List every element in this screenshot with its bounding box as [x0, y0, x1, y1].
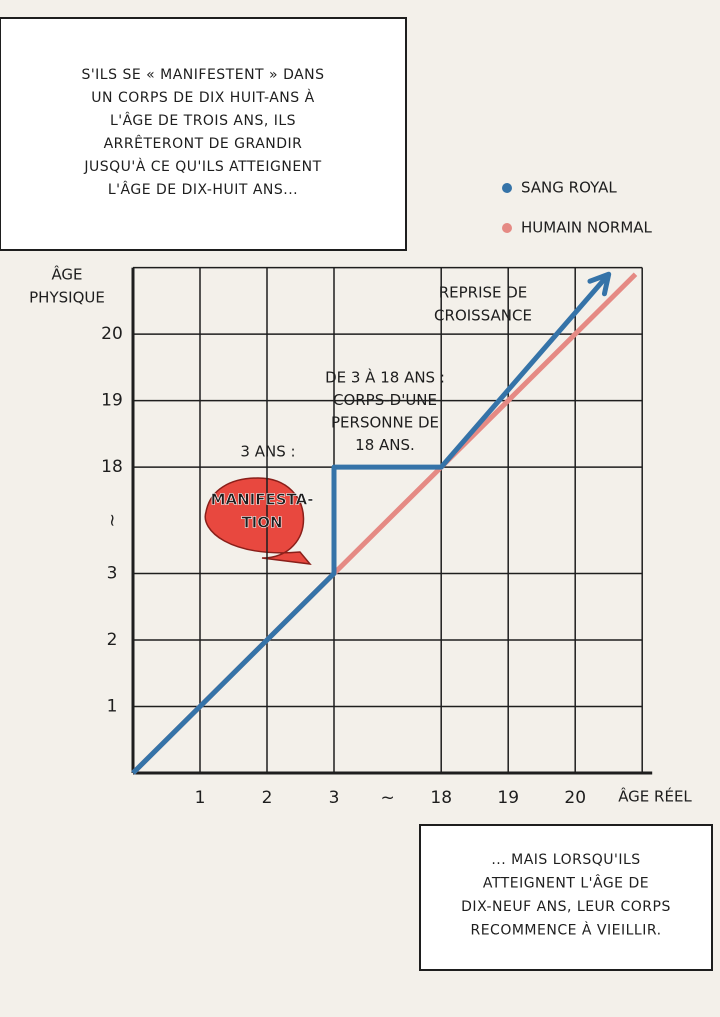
caption-line: S'ILS SE « MANIFESTENT » DANS	[81, 67, 324, 83]
annotation: 3 ANS :	[240, 443, 295, 461]
y-tick-label: 19	[101, 391, 123, 411]
caption-line: JUSQU'À CE QU'ILS ATTEIGNENT	[83, 158, 321, 175]
x-tick-label: 20	[564, 788, 586, 808]
caption-line: ATTEIGNENT L'ÂGE DE	[483, 874, 649, 892]
caption-line: ... MAIS LORSQU'ILS	[491, 852, 640, 868]
y-tick-label: 18	[101, 457, 123, 477]
y-tick-label: 1	[107, 697, 118, 717]
caption-line: ARRÊTERONT DE GRANDIR	[104, 134, 303, 152]
annotation: DE 3 À 18 ANS :	[325, 368, 445, 387]
legend-label: HUMAIN NORMAL	[521, 219, 653, 237]
y-break-label: ~	[102, 513, 122, 527]
y-tick-label: 3	[107, 564, 118, 584]
arrow-head	[587, 271, 612, 297]
caption-line: RECOMMENCE À VIEILLIR.	[470, 922, 661, 939]
annotation: REPRISE DE	[439, 284, 528, 302]
y-tick-label: 20	[101, 324, 123, 344]
x-tick-label: 18	[430, 788, 452, 808]
caption-line: L'ÂGE DE DIX-HUIT ANS...	[108, 180, 298, 198]
x-break-label: ~	[380, 788, 394, 808]
legend-marker	[502, 223, 512, 233]
x-tick-label: 19	[497, 788, 519, 808]
caption-line: DIX-NEUF ANS, LEUR CORPS	[461, 899, 671, 915]
legend-label: SANG ROYAL	[521, 179, 617, 197]
annotation: CORPS-D'UNE	[333, 391, 437, 409]
y-tick-label: 2	[107, 630, 118, 650]
caption-line: L'ÂGE DE TROIS ANS, ILS	[110, 111, 296, 129]
x-axis-label: ÂGE RÉEL	[618, 787, 692, 806]
x-tick-label: 2	[262, 788, 273, 808]
x-tick-label: 3	[329, 788, 340, 808]
speech-bubble	[204, 477, 312, 565]
annotation: 18 ANS.	[355, 436, 415, 454]
y-axis-label: PHYSIQUE	[29, 289, 105, 307]
annotation: CROISSANCE	[434, 307, 532, 325]
series-line	[131, 272, 611, 775]
annotation: PERSONNE DE	[331, 414, 439, 432]
legend-marker	[502, 183, 512, 193]
annotation: MANIFESTA-	[211, 491, 314, 509]
y-axis-label: ÂGE	[51, 265, 82, 284]
annotation: TION	[241, 514, 282, 532]
x-tick-label: 1	[195, 788, 206, 808]
caption-box-bottom	[419, 824, 713, 971]
caption-box-top	[0, 17, 407, 251]
caption-line: UN CORPS DE DIX HUIT-ANS À	[91, 89, 314, 106]
